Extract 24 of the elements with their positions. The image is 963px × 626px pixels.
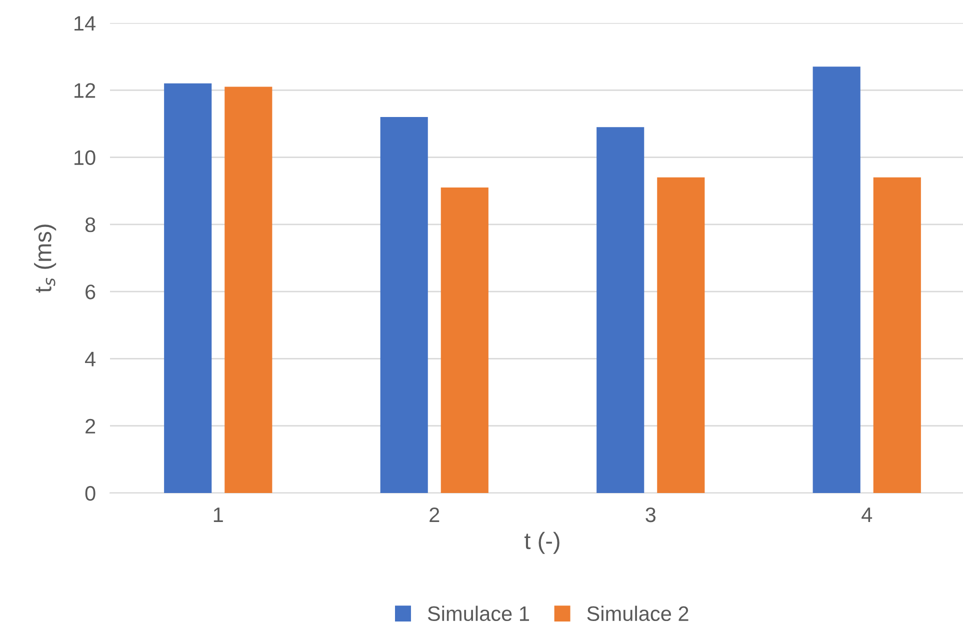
y-axis-title: t$_{s}$ (ms): [34, 224, 56, 293]
x-tick-label: 1: [214, 508, 223, 522]
y-tick-label: 12: [74, 83, 96, 98]
legend-label: Simulace 2: [587, 606, 688, 622]
y-tick-label: 6: [86, 284, 96, 300]
bar: [812, 66, 860, 493]
bar: [224, 86, 272, 493]
y-tick-label: 4: [85, 352, 96, 366]
y-tick-label: 14: [74, 16, 96, 31]
bar: [657, 177, 705, 493]
x-axis-title: t (-): [524, 532, 560, 554]
legend-label: Simulace 1: [428, 606, 529, 622]
bar: [380, 117, 428, 493]
y-tick-label: 8: [85, 217, 96, 232]
bar: [164, 83, 212, 493]
bar: [873, 177, 921, 493]
y-tick-label: 0: [85, 486, 96, 501]
y-tick-label: 10: [74, 150, 96, 166]
y-tick-label: 2: [86, 418, 96, 434]
bar: [596, 127, 644, 493]
x-tick-label: 3: [646, 507, 656, 522]
bar: [440, 188, 488, 493]
x-tick-label: 2: [430, 507, 440, 522]
x-tick-label: 4: [862, 508, 872, 522]
